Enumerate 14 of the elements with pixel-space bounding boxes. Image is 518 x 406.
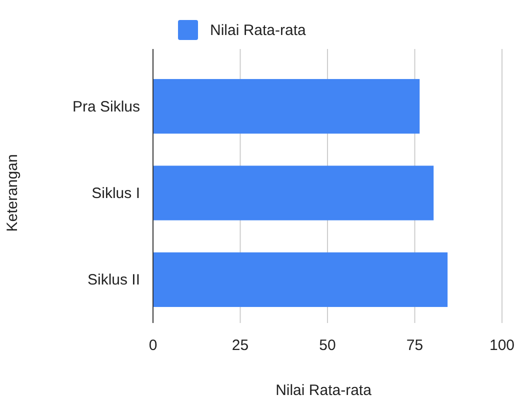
y-tick-label: Siklus II bbox=[87, 272, 140, 289]
bar bbox=[153, 166, 434, 220]
x-tick-label: 100 bbox=[489, 337, 515, 354]
y-axis-title: Keterangan bbox=[4, 154, 21, 232]
y-tick-label: Pra Siklus bbox=[72, 98, 140, 116]
x-tick-label: 0 bbox=[148, 337, 158, 354]
x-axis-title: Nilai Rata-rata bbox=[276, 382, 372, 399]
x-tick-label: 75 bbox=[406, 337, 424, 354]
x-tick-label: 25 bbox=[232, 337, 249, 354]
x-tick-label: 50 bbox=[319, 337, 336, 354]
bar bbox=[153, 79, 420, 134]
y-tick-label: Siklus I bbox=[92, 185, 140, 202]
bar bbox=[153, 252, 448, 307]
legend-label: Nilai Rata-rata bbox=[210, 22, 307, 39]
